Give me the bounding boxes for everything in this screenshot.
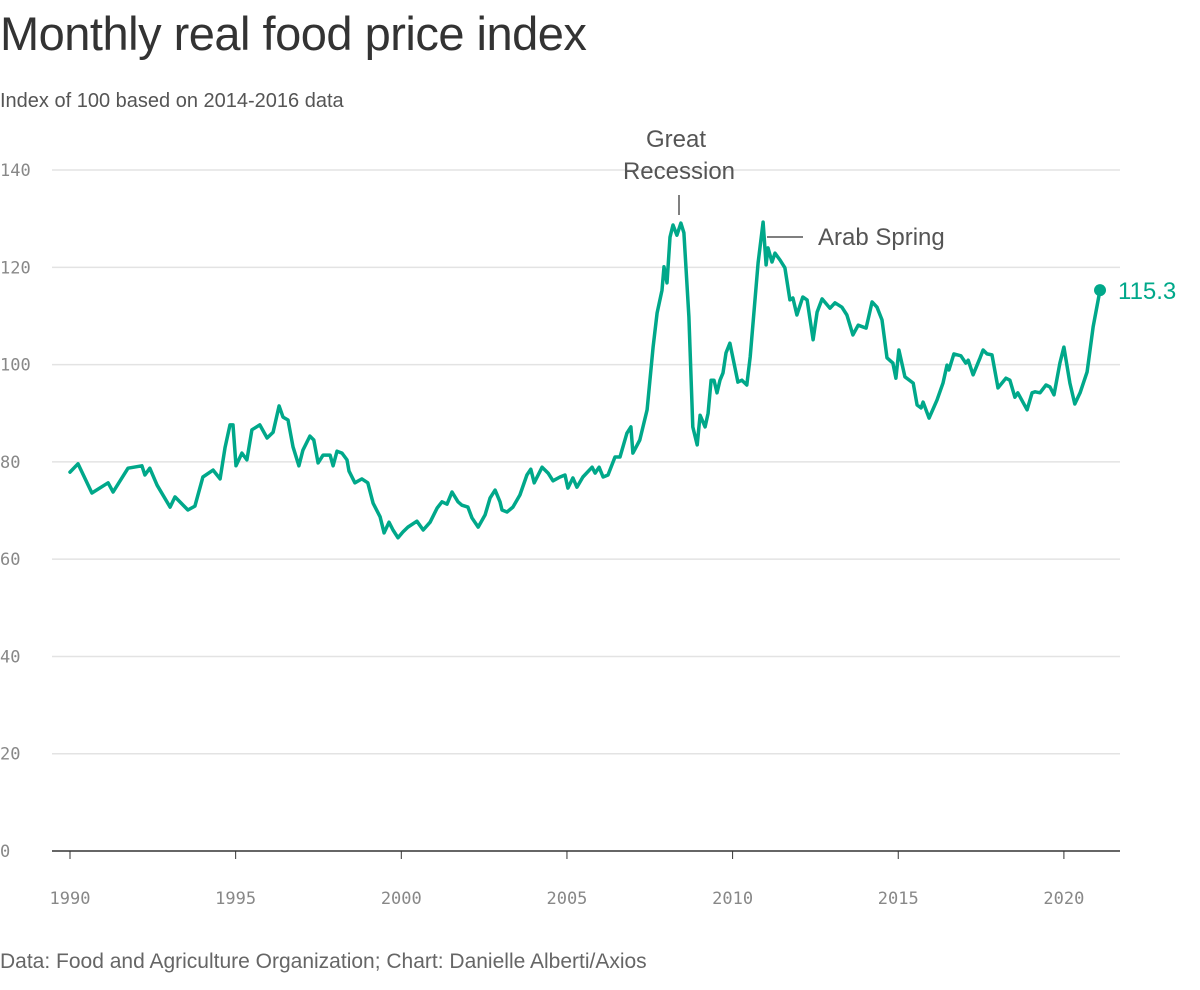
great-recession-label-line2: Recession [623,158,735,185]
y-tick-label: 140 [0,161,31,181]
end-point-marker [1094,284,1107,297]
series-line [68,220,1102,540]
arab-spring-label: Arab Spring [818,224,945,251]
y-tick-label: 40 [0,647,20,667]
chart-title: Monthly real food price index [0,7,587,60]
y-tick-label: 100 [0,356,31,376]
x-tick-label: 2000 [381,889,422,909]
y-tick-label: 80 [0,453,20,473]
x-tick-label: 1990 [50,889,91,909]
end-value-label: 115.3 [1118,278,1176,305]
y-tick-label: 20 [0,745,20,765]
x-tick-label: 2010 [712,889,753,909]
y-tick-label: 120 [0,258,31,278]
x-tick-label: 1995 [215,889,256,909]
great-recession-label-line1: Great [646,126,706,153]
x-tick-label: 2005 [546,889,587,909]
x-tick-label: 2020 [1043,889,1084,909]
x-tick-label: 2015 [878,889,919,909]
source-credit: Data: Food and Agriculture Organization;… [0,950,647,973]
chart-subtitle: Index of 100 based on 2014-2016 data [0,90,344,112]
y-tick-label: 0 [0,842,10,862]
y-tick-label: 60 [0,550,20,570]
